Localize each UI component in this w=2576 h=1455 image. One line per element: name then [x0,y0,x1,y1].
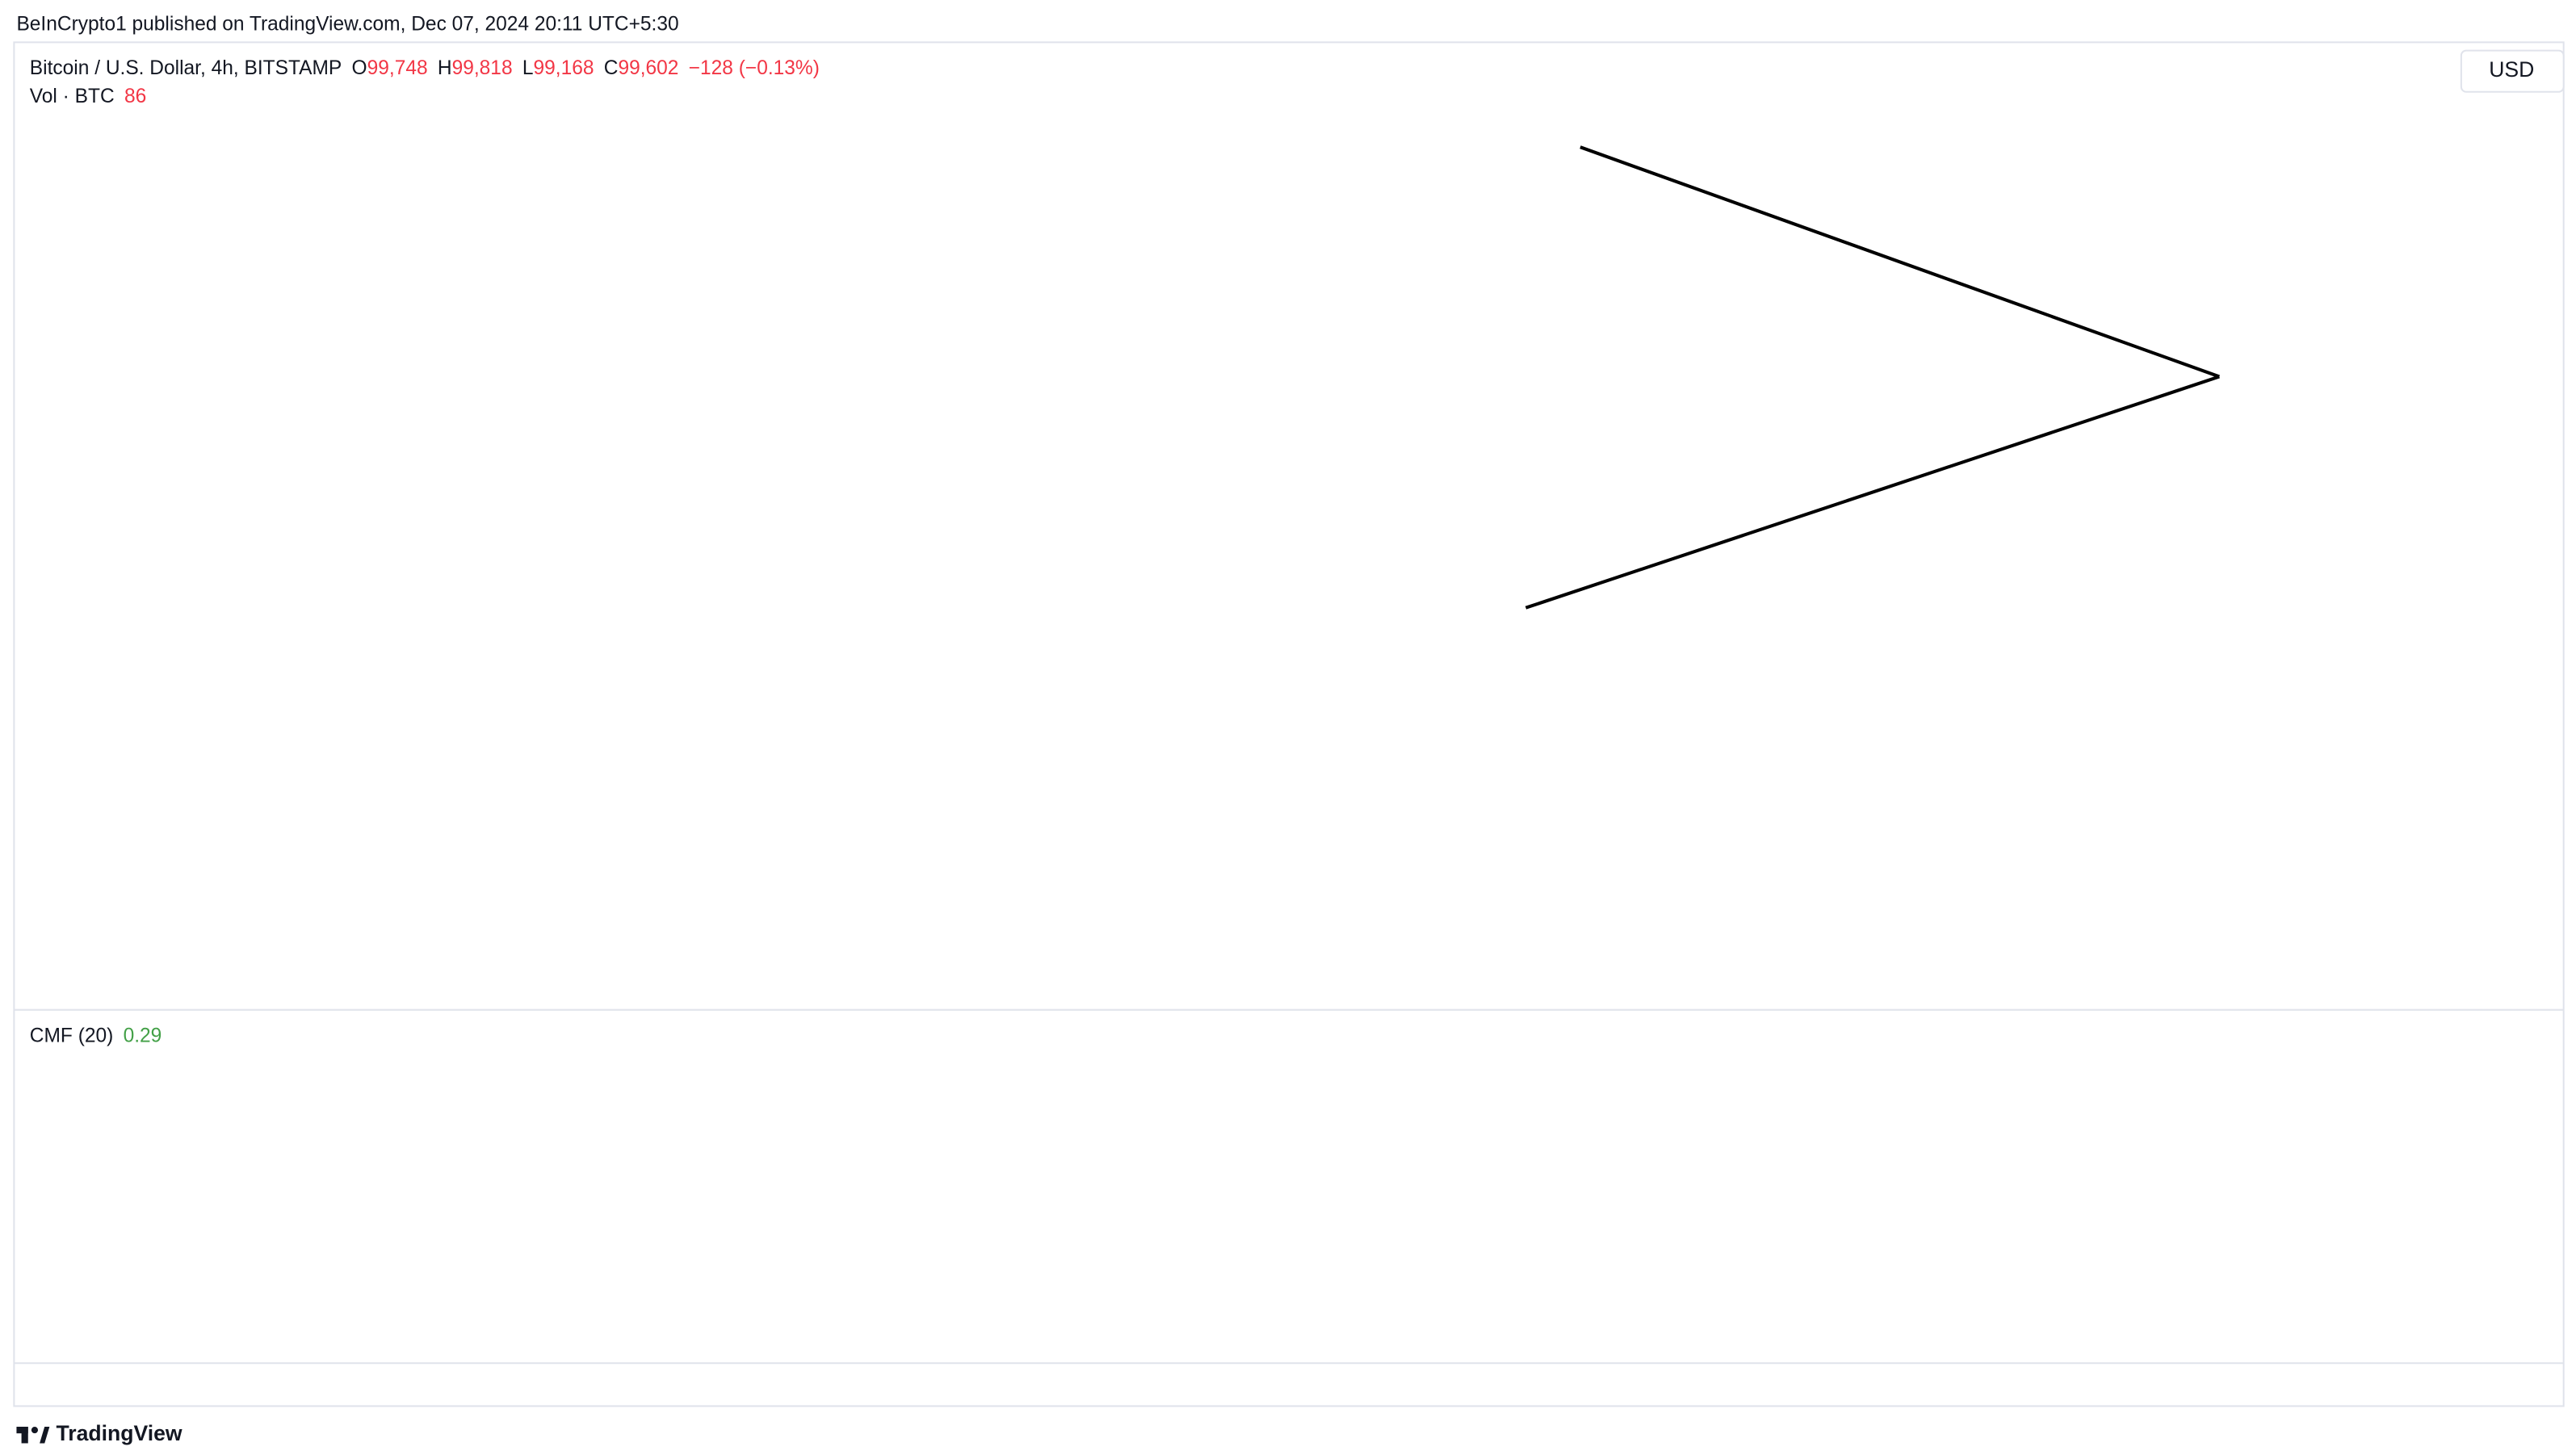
publisher: BeInCrypto1 published on TradingView.com… [16,13,678,35]
ohlc-value: 99,168 [533,58,594,80]
ohlc-key: O [352,58,367,80]
chart-frame [13,41,2565,1407]
currency-box[interactable] [2460,49,2565,93]
cmf-legend: CMF (20) 0.29 [30,1025,162,1047]
triangle [1525,145,2220,610]
volume-value: 86 [124,86,146,107]
ohlc-key: C [604,58,619,80]
currency[interactable]: USD [2489,57,2534,82]
cmf-value: 0.29 [124,1025,162,1047]
symbol-legend: Bitcoin / U.S. Dollar, 4h, BITSTAMP O99,7… [30,58,820,80]
logo-shape [40,1427,50,1444]
ohlc-key: L [522,58,534,80]
symbol: Bitcoin / U.S. Dollar, 4h, BITSTAMP [30,58,342,80]
brand: TradingView [57,1421,183,1445]
logo-shape [31,1427,39,1434]
trend-line [1525,375,2220,610]
cmf-title: CMF (20) [30,1025,114,1047]
change: −128 (−0.13%) [689,58,820,80]
ohlc-value: 99,602 [618,58,678,80]
trend-line [1580,145,2220,379]
ohlc-value: 99,818 [452,58,513,80]
brand-logo [16,1427,50,1444]
volume-legend: Vol · BTC 86 [30,86,146,107]
ohlc-key: H [438,58,452,80]
ohlc-value: 99,748 [367,58,428,80]
logo-shape [21,1427,28,1444]
volume-title: Vol · BTC [30,86,115,107]
